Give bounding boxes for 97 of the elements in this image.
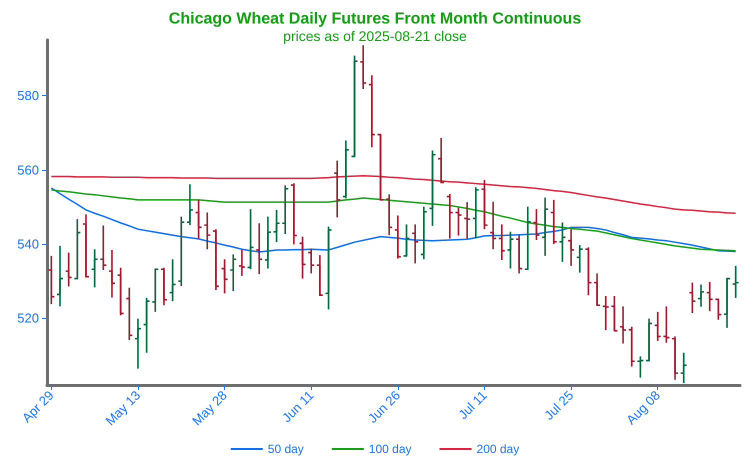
x-tick-label: May 13: [102, 388, 144, 428]
x-tick-label: Jul 11: [455, 388, 490, 422]
x-tick-label: Jun 26: [364, 388, 404, 426]
candlestick: [350, 54, 358, 158]
candlestick: [151, 268, 160, 313]
candlestick: [593, 272, 601, 306]
candlestick: [238, 249, 246, 277]
candlestick: [385, 194, 393, 236]
candlestick: [402, 224, 410, 258]
candlestick: [602, 295, 610, 331]
candlestick: [368, 74, 376, 148]
candlestick: [203, 212, 212, 250]
candlestick: [454, 206, 462, 236]
candlestick: [177, 216, 186, 287]
candlestick: [160, 266, 168, 306]
legend-label: 50 day: [268, 442, 304, 456]
chart-subtitle: prices as of 2025-08-21 close: [283, 28, 468, 44]
candlestick: [142, 297, 150, 354]
y-tick-label: 540: [17, 236, 39, 252]
candlestick: [394, 214, 402, 260]
candlestick: [186, 184, 194, 226]
x-tick-label: Jul 25: [541, 388, 576, 423]
candlestick: [489, 200, 497, 250]
candlestick: [264, 216, 272, 270]
y-tick-label: 560: [17, 162, 39, 178]
candlestick: [116, 266, 124, 316]
candlestick: [662, 306, 670, 344]
candlestick: [558, 222, 566, 263]
legend-label: 100 day: [368, 442, 412, 456]
candlestick: [567, 228, 575, 267]
candlestick: [342, 140, 350, 200]
candlestick: [697, 284, 705, 308]
candlestick: [420, 206, 428, 260]
candlestick: [333, 160, 341, 218]
candlestick: [671, 336, 679, 381]
candlestick: [628, 326, 636, 368]
candlestick: [64, 252, 72, 288]
x-tick-label: Jun 11: [279, 388, 317, 426]
candlestick: [125, 287, 134, 341]
candlestick: [524, 206, 532, 270]
candlestick: [246, 208, 254, 270]
candlestick: [411, 224, 419, 264]
y-tick-label: 580: [17, 88, 39, 104]
candlestick: [376, 134, 384, 201]
candlestick: [619, 306, 627, 344]
candlestick: [220, 258, 228, 294]
candlestick: [714, 298, 722, 321]
candlestick: [506, 230, 514, 270]
candlestick: [688, 282, 696, 314]
candlestick: [82, 214, 90, 278]
candlestick: [316, 254, 324, 297]
candlestick: [108, 249, 116, 298]
candlestick: [480, 179, 488, 230]
candlestick: [706, 281, 714, 312]
candlestick: [324, 226, 332, 310]
candlestick: [290, 182, 298, 246]
candlestick: [576, 244, 584, 274]
candlestick: [654, 311, 662, 342]
x-tick-label: Apr 29: [18, 388, 57, 426]
candlestick: [463, 201, 471, 240]
candlestick: [472, 186, 480, 240]
candlestick: [723, 278, 731, 329]
candlestick: [194, 199, 202, 240]
candlestick: [541, 196, 549, 257]
candlestick: [437, 137, 445, 184]
candlestick: [645, 318, 653, 362]
candlestick: [359, 44, 367, 90]
candlestick: [229, 254, 238, 292]
candlestick: [428, 150, 436, 227]
candlestick: [307, 248, 316, 274]
candlestick: [212, 228, 220, 291]
candlestick: [298, 236, 306, 280]
candlestick: [515, 234, 523, 274]
candlestick: [281, 184, 290, 235]
legend-label: 200 day: [476, 442, 520, 456]
candlestick: [584, 246, 592, 296]
candlestick: [134, 318, 142, 370]
candlestick: [272, 209, 280, 243]
candlestick: [550, 199, 558, 245]
candlestick: [732, 265, 740, 299]
x-tick-label: May 28: [189, 388, 230, 428]
candlestick: [90, 248, 98, 288]
candlestick: [74, 218, 82, 280]
candlestick: [255, 222, 264, 275]
chart-title: Chicago Wheat Daily Futures Front Month Continuous: [168, 10, 582, 28]
candlestick: [168, 258, 176, 302]
candlestick: [610, 295, 618, 332]
candlestick: [532, 208, 540, 241]
candlestick: [100, 224, 108, 271]
candlestick: [498, 224, 506, 261]
x-tick-label: Aug 08: [623, 388, 664, 428]
candlestick: [636, 356, 644, 378]
y-tick-label: 520: [17, 310, 39, 326]
candlestick: [56, 245, 64, 308]
candlestick: [680, 352, 688, 384]
candlestick: [446, 193, 454, 240]
candlestick: [48, 255, 56, 305]
